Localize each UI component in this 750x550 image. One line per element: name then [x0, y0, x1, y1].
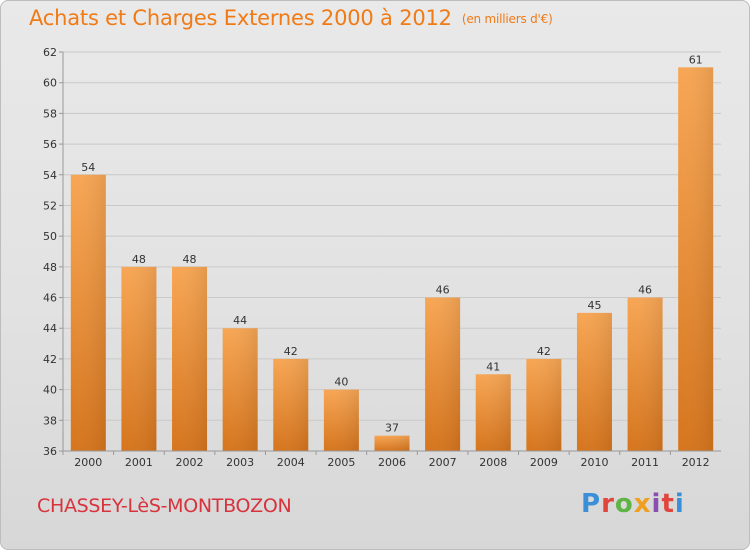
y-tick-label: 50 — [43, 230, 57, 243]
bar-shade — [323, 389, 359, 451]
value-label: 41 — [486, 360, 500, 373]
x-tick-label: 2006 — [378, 456, 406, 469]
x-tick-label: 2011 — [631, 456, 659, 469]
bar-shade — [475, 374, 511, 451]
value-label: 61 — [689, 53, 703, 66]
y-tick-label: 52 — [43, 199, 57, 212]
value-label: 45 — [587, 299, 601, 312]
logo-letter: P — [581, 489, 602, 519]
y-tick-label: 44 — [43, 322, 57, 335]
commune-name: CHASSEY-LèS-MONTBOZON — [37, 495, 292, 517]
x-tick-label: 2001 — [125, 456, 153, 469]
bar-shade — [627, 297, 663, 451]
title-text: Achats et Charges Externes 2000 à 2012 — [29, 6, 452, 30]
x-tick-label: 2005 — [327, 456, 355, 469]
bar-shade — [172, 266, 208, 451]
y-tick-label: 42 — [43, 353, 57, 366]
y-tick-label: 58 — [43, 107, 57, 120]
logo-letter: i — [651, 489, 662, 519]
x-tick-label: 2009 — [530, 456, 558, 469]
bar-shade — [273, 358, 309, 451]
bar-shade — [374, 435, 410, 451]
y-tick-label: 54 — [43, 169, 57, 182]
value-label: 46 — [638, 284, 652, 297]
logo-letter: x — [633, 489, 652, 519]
logo-letter: o — [614, 489, 634, 519]
x-tick-label: 2007 — [429, 456, 457, 469]
grid-lines — [59, 51, 721, 452]
value-label: 46 — [436, 284, 450, 297]
y-tick-label: 60 — [43, 77, 57, 90]
bar-shade — [526, 358, 562, 451]
x-tick-label: 2010 — [580, 456, 608, 469]
bar-shade — [222, 328, 258, 451]
bars — [70, 67, 714, 451]
y-tick-label: 56 — [43, 138, 57, 151]
chart-title: Achats et Charges Externes 2000 à 2012 (e… — [29, 6, 553, 30]
x-tick-label: 2002 — [176, 456, 204, 469]
logo-letter: i — [674, 489, 685, 519]
value-label: 48 — [132, 253, 146, 266]
y-tick-label: 40 — [43, 384, 57, 397]
bar-shade — [576, 312, 612, 451]
bar-shade — [121, 266, 157, 451]
x-tick-label: 2008 — [479, 456, 507, 469]
x-tick-label: 2003 — [226, 456, 254, 469]
value-label: 48 — [183, 253, 197, 266]
logo-letter: r — [601, 489, 615, 519]
value-labels: 54 48 48 44 42 40 37 46 41 42 45 46 61 — [81, 53, 702, 434]
y-tick-label: 46 — [43, 292, 57, 305]
y-tick-label: 48 — [43, 261, 57, 274]
value-label: 37 — [385, 422, 399, 435]
value-label: 44 — [233, 314, 247, 327]
x-axis-labels: 2000 2001 2002 2003 2004 2005 2006 2007 2008 2009… — [62, 451, 710, 469]
title-unit: (en milliers d'€) — [461, 12, 553, 26]
proxiti-logo: Proxiti — [581, 489, 685, 519]
x-tick-label: 2012 — [682, 456, 710, 469]
bar-shade — [70, 174, 106, 451]
x-tick-label: 2004 — [277, 456, 305, 469]
value-label: 54 — [81, 161, 95, 174]
value-label: 40 — [334, 376, 348, 389]
logo-letter: t — [661, 489, 675, 519]
value-label: 42 — [284, 345, 298, 358]
y-tick-label: 62 — [43, 46, 57, 59]
y-tick-label: 36 — [43, 445, 57, 458]
value-label: 42 — [537, 345, 551, 358]
y-tick-label: 38 — [43, 414, 57, 427]
y-axis-labels: 36 38 40 42 44 46 48 50 52 54 56 58 60 62 — [43, 46, 57, 458]
x-tick-label: 2000 — [74, 456, 102, 469]
bar-shade — [678, 67, 714, 451]
bar-shade — [425, 297, 461, 451]
